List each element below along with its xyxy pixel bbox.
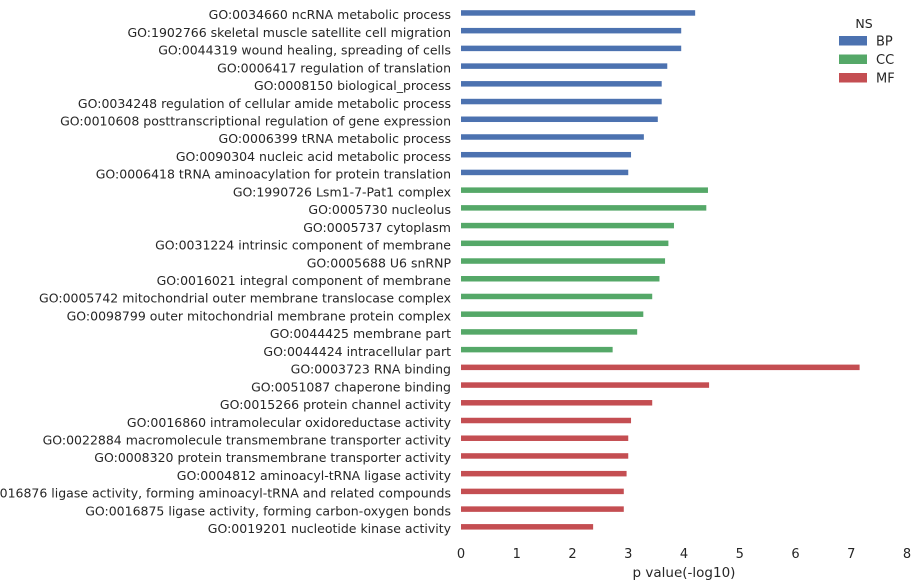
bar-cc (461, 258, 666, 264)
category-label: GO:0034660 ncRNA metabolic process (209, 7, 451, 22)
category-label: GO:0016876 ligase activity, forming amin… (0, 486, 451, 501)
bar-bp (461, 27, 682, 34)
x-tick-label: 4 (680, 547, 688, 562)
x-tick-label: 3 (624, 547, 632, 562)
legend-swatch-mf (839, 73, 867, 83)
bar-mf (461, 382, 710, 388)
x-tick-label: 2 (568, 547, 576, 562)
category-label: GO:0044424 intracellular part (263, 344, 451, 359)
x-tick-label: 6 (791, 547, 799, 562)
bar-mf (461, 488, 624, 495)
bar-bp (461, 10, 696, 16)
x-axis-ticks: 0 1 2 3 4 5 6 7 8 (457, 547, 911, 562)
bar-bp (461, 116, 658, 123)
bar-cc (461, 240, 669, 247)
bar-cc (461, 187, 708, 193)
bar-bp (461, 63, 668, 69)
category-label: GO:0005688 U6 snRNP (307, 255, 452, 270)
bar-cc (461, 329, 638, 335)
bar-cc (461, 205, 707, 211)
legend-label-cc: CC (876, 53, 894, 68)
category-label: GO:0015266 protein channel activity (220, 397, 452, 412)
bar-mf (461, 435, 629, 441)
category-label: GO:0098799 outer mitochondrial membrane … (67, 308, 451, 323)
category-label: GO:0010608 posttranscriptional regulatio… (60, 114, 451, 129)
legend-swatch-bp (839, 36, 867, 46)
category-label: GO:0019201 nucleotide kinase activity (208, 521, 452, 536)
category-label: GO:0034248 regulation of cellular amide … (78, 96, 451, 111)
bar-mf (461, 470, 627, 477)
bar-bp (461, 45, 682, 52)
legend-swatch-cc (839, 54, 867, 64)
legend: NS BP CC MF (839, 16, 895, 87)
category-label: GO:0016860 intramolecular oxidoreductase… (127, 415, 452, 430)
x-tick-label: 8 (903, 547, 911, 562)
bar-cc (461, 346, 613, 353)
category-label: GO:0051087 chaperone binding (251, 379, 451, 394)
category-label: GO:0008320 protein transmembrane transpo… (94, 450, 451, 465)
category-label: GO:0016021 integral component of membran… (157, 273, 452, 288)
category-label: GO:0005737 cytoplasm (303, 220, 451, 235)
category-label: GO:1990726 Lsm1-7-Pat1 complex (233, 184, 451, 199)
x-tick-label: 7 (847, 547, 855, 562)
category-label: GO:0022884 macromolecule transmembrane t… (43, 432, 452, 447)
category-label: GO:0005730 nucleolus (308, 202, 451, 217)
bar-cc (461, 311, 644, 317)
category-label: GO:0008150 biological_process (254, 78, 451, 93)
category-label: GO:1902766 skeletal muscle satellite cel… (127, 25, 451, 40)
x-axis-label: p value(-log10) (633, 565, 736, 581)
bar-cc (461, 276, 660, 282)
category-label: GO:0016875 ligase activity, forming carb… (85, 503, 451, 518)
bar-bp (461, 169, 629, 176)
bar-bp (461, 98, 662, 105)
legend-label-mf: MF (876, 72, 895, 87)
category-label: GO:0044319 wound healing, spreading of c… (158, 43, 451, 58)
category-label: GO:0004812 aminoacyl-tRNA ligase activit… (177, 468, 452, 483)
category-label: GO:0090304 nucleic acid metabolic proces… (176, 149, 451, 164)
bar-mf (461, 453, 629, 459)
category-label: GO:0005742 mitochondrial outer membrane … (39, 291, 451, 306)
category-label: GO:0044425 membrane part (270, 326, 451, 341)
x-tick-label: 1 (513, 547, 521, 562)
bar-bp (461, 134, 644, 140)
bar-mf (461, 400, 653, 406)
category-label: GO:0003723 RNA binding (291, 362, 451, 377)
x-tick-label: 0 (457, 547, 465, 562)
bar-cc (461, 293, 653, 300)
bar-bp (461, 151, 632, 158)
bar-mf (461, 417, 632, 424)
category-labels: GO:0034660 ncRNA metabolic process GO:190… (0, 7, 452, 536)
x-tick-label: 5 (736, 547, 744, 562)
bar-cc (461, 222, 674, 229)
bar-mf (461, 524, 594, 530)
category-label: GO:0006399 tRNA metabolic process (219, 131, 451, 146)
bar-bp (461, 81, 662, 87)
category-label: GO:0006417 regulation of translation (217, 60, 451, 75)
bar-mf (461, 364, 860, 371)
category-label: GO:0006418 tRNA aminoacylation for prote… (96, 167, 451, 182)
bars-layer (461, 10, 860, 530)
bar-mf (461, 506, 624, 512)
legend-label-bp: BP (876, 35, 893, 50)
legend-title: NS (855, 16, 872, 31)
legend-entries: BP CC MF (839, 35, 895, 87)
category-label: GO:0031224 intrinsic component of membra… (155, 238, 451, 253)
